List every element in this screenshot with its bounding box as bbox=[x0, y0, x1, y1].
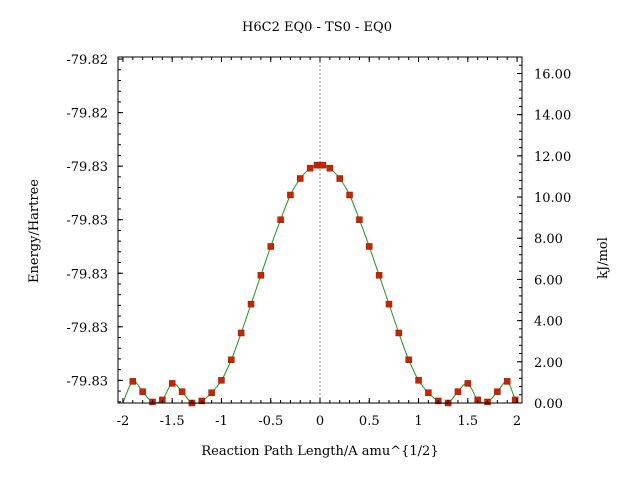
data-point bbox=[405, 356, 412, 363]
data-point bbox=[326, 164, 334, 172]
data-point bbox=[319, 161, 327, 169]
y-right-tick-label: 8.00 bbox=[534, 232, 563, 247]
data-point bbox=[454, 388, 462, 395]
data-point bbox=[267, 243, 274, 250]
data-point bbox=[257, 272, 265, 279]
data-point bbox=[168, 380, 176, 387]
y-right-tick-label: 16.00 bbox=[534, 67, 571, 82]
data-point bbox=[395, 329, 403, 337]
data-point bbox=[464, 380, 472, 387]
x-tick-label: 0 bbox=[316, 414, 324, 429]
series-curve bbox=[122, 164, 516, 405]
data-point bbox=[385, 300, 393, 308]
data-point bbox=[356, 216, 363, 223]
y-left-tick-label: -79.83 bbox=[66, 267, 108, 282]
data-point bbox=[129, 378, 137, 385]
y-left-tick-label: -79.83 bbox=[66, 321, 108, 336]
x-axis-label: Reaction Path Length/A amu^{1/2} bbox=[201, 444, 438, 459]
data-point bbox=[494, 388, 501, 395]
y-axis-label: Energy/Hartree bbox=[27, 179, 42, 283]
y-left-tick-label: -79.83 bbox=[66, 214, 108, 229]
data-point bbox=[375, 272, 383, 279]
y2-axis-label: kJ/mol bbox=[596, 237, 611, 279]
data-point bbox=[237, 329, 245, 337]
data-point bbox=[297, 175, 304, 182]
data-point bbox=[415, 377, 422, 384]
data-point bbox=[208, 389, 215, 396]
data-point bbox=[228, 356, 235, 363]
chart-title: H6C2 EQ0 - TS0 - EQ0 bbox=[242, 20, 392, 35]
data-point bbox=[366, 243, 373, 250]
data-point bbox=[287, 191, 294, 199]
series-points-layer bbox=[129, 161, 519, 407]
y-right-tick-label: 10.00 bbox=[534, 191, 571, 206]
x-tick-label: -2 bbox=[117, 414, 130, 429]
data-point bbox=[178, 388, 186, 395]
y-right-axis-ticks: 0.00 2.00 4.00 6.00 8.00 10.00 12.00 14.00 16.00 bbox=[517, 64, 571, 412]
data-point bbox=[503, 378, 511, 385]
data-point bbox=[277, 216, 284, 223]
data-point bbox=[247, 300, 255, 308]
x-tick-label: -0.5 bbox=[258, 414, 283, 429]
data-point bbox=[306, 164, 314, 172]
data-point bbox=[336, 175, 343, 182]
y-right-tick-label: 2.00 bbox=[534, 356, 563, 371]
y-left-tick-label: -79.83 bbox=[66, 160, 108, 175]
y-right-tick-label: 12.00 bbox=[534, 150, 571, 165]
series-curve-layer bbox=[122, 164, 516, 405]
x-tick-label: 2 bbox=[513, 414, 521, 429]
y-right-tick-label: 14.00 bbox=[534, 109, 571, 124]
y-right-tick-label: 6.00 bbox=[534, 273, 563, 288]
data-point bbox=[139, 388, 146, 395]
x-tick-label: 1.5 bbox=[457, 414, 478, 429]
y-right-tick-label: 4.00 bbox=[534, 315, 563, 330]
y-left-tick-label: -79.83 bbox=[66, 374, 108, 389]
x-tick-label: 0.5 bbox=[359, 414, 380, 429]
x-axis-ticks: -2 -1.5 -1 -0.5 0 0.5 1 1.5 2 bbox=[117, 57, 521, 429]
x-tick-label: 1 bbox=[414, 414, 422, 429]
x-tick-label: -1 bbox=[215, 414, 228, 429]
x-tick-label: -1.5 bbox=[160, 414, 185, 429]
data-point bbox=[425, 389, 432, 396]
data-point bbox=[218, 377, 225, 384]
y-left-axis-ticks: -79.82 -79.82 -79.83 -79.83 -79.83 -79.83 -79.… bbox=[66, 53, 123, 403]
y-left-tick-label: -79.82 bbox=[66, 107, 108, 122]
data-point bbox=[346, 191, 353, 199]
y-left-tick-label: -79.82 bbox=[66, 53, 108, 68]
y-right-tick-label: 0.00 bbox=[534, 397, 563, 412]
